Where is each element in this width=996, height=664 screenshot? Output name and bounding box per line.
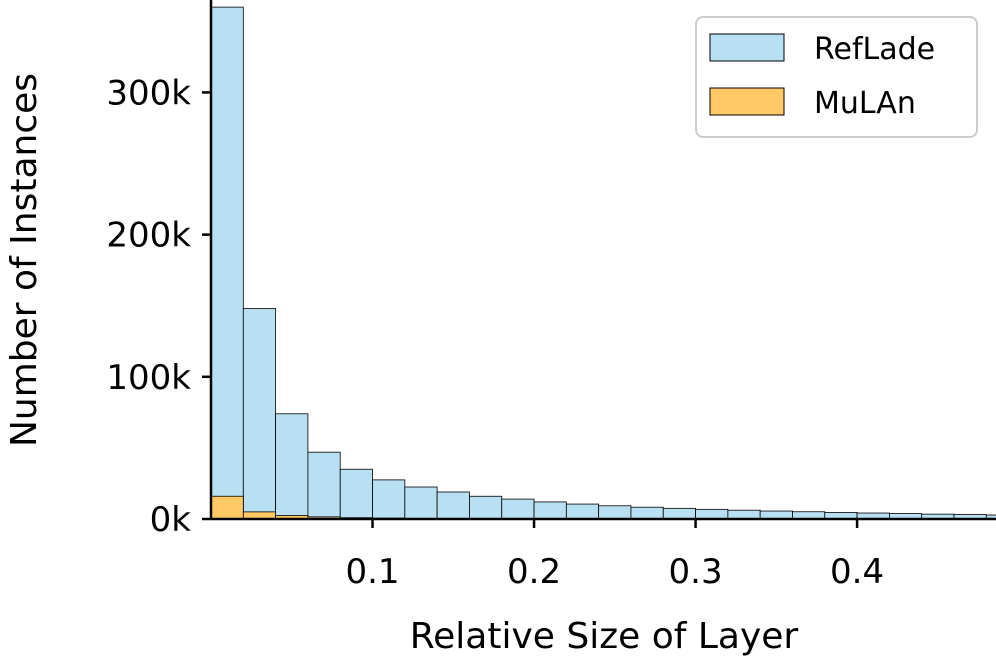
x-tick-label: 0.2 [507, 552, 561, 592]
reflade-bar [695, 508, 729, 520]
reflade-bar [533, 501, 567, 520]
reflade-bar [469, 495, 503, 520]
y-tick-label: 300k [106, 73, 191, 113]
reflade-bar [985, 514, 996, 520]
reflade-bar [242, 308, 277, 520]
reflade-bar [404, 486, 438, 520]
legend-label-reflade: RefLade [814, 32, 935, 67]
y-tick-label: 100k [106, 358, 191, 398]
reflade-bar [565, 503, 600, 520]
reflade-bar [275, 413, 309, 520]
reflade-bar [501, 498, 535, 520]
x-tick-label: 0.3 [669, 552, 723, 592]
mulan-bar [210, 495, 244, 520]
y-tick-label: 0k [150, 500, 192, 540]
reflade-bar [598, 505, 632, 520]
y-tick-label: 200k [106, 216, 191, 256]
reflade-bar [630, 506, 664, 520]
y-axis-ticks: 0k 100k 200k 300k [106, 73, 211, 540]
reflade-bar [372, 479, 406, 520]
x-tick-label: 0.1 [345, 552, 399, 592]
reflade-bars [210, 6, 996, 520]
y-axis-title: Number of Instances [4, 73, 45, 447]
legend-swatch-reflade [709, 33, 785, 62]
reflade-bar [727, 509, 761, 520]
reflade-bar [339, 468, 373, 520]
reflade-bar [210, 6, 244, 520]
reflade-bar [436, 491, 470, 520]
x-axis-title: Relative Size of Layer [410, 616, 799, 657]
reflade-bar [662, 507, 696, 520]
reflade-bar [307, 451, 341, 520]
legend-swatch-mulan [709, 87, 785, 116]
legend: RefLade MuLAn [695, 16, 978, 138]
legend-label-mulan: MuLAn [814, 86, 916, 121]
x-tick-label: 0.4 [830, 552, 884, 592]
x-axis-ticks: 0.1 0.2 0.3 0.4 [345, 519, 884, 592]
